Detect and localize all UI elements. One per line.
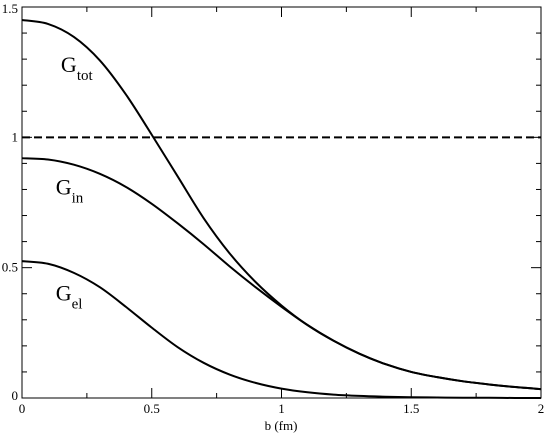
x-tick-label: 0	[19, 401, 26, 416]
curve-annotation: Gin	[56, 175, 84, 207]
series-line-2	[21, 260, 542, 400]
x-tick-label: 0.5	[144, 401, 160, 416]
series-layer	[21, 19, 542, 400]
annotation-subscript: el	[72, 296, 83, 312]
curve-annotation: Gel	[56, 280, 83, 312]
x-tick-label: 1	[278, 401, 285, 416]
annotation-subscript: tot	[77, 68, 94, 84]
y-tick-label: 1.5	[2, 1, 18, 16]
annotation-subscript: in	[72, 191, 84, 207]
annotation-letter: G	[56, 280, 72, 305]
series-line-1	[21, 157, 542, 391]
x-tick-label: 1.5	[403, 401, 419, 416]
ticks	[21, 6, 542, 399]
y-tick-label: 1	[12, 129, 19, 144]
x-axis-label: b (fm)	[265, 418, 298, 433]
annotation-letter: G	[56, 175, 72, 200]
annotation-letter: G	[61, 52, 77, 77]
series-line-0	[21, 19, 542, 391]
curve-annotation: Gtot	[61, 52, 94, 84]
plot-frame	[21, 6, 542, 399]
y-tick-label: 0.5	[2, 260, 18, 275]
x-tick-label: 2	[538, 401, 545, 416]
y-tick-label: 0	[12, 388, 19, 403]
tick-labels: 0 0.5 1 1.5 2 0 0.5 1 1.5	[2, 1, 545, 416]
